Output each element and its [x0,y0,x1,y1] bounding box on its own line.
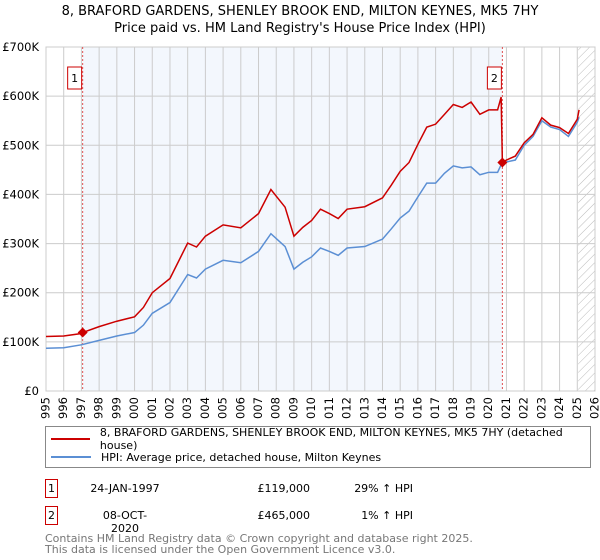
footer-copyright: Contains HM Land Registry data © Crown c… [45,532,473,545]
x-tick-label: 2017 [428,397,442,420]
sale-marker-label: 1 [71,72,78,85]
sale-marker-badge [486,66,502,90]
transaction-badge: 2 [45,506,58,525]
x-tick-label: 2003 [180,397,194,420]
transaction-date: 08-OCT-2020 [102,509,148,535]
x-tick-label: 1999 [109,397,123,420]
sale-point [77,327,88,338]
property-price-line [45,96,580,338]
footer-licence: This data is licensed under the Open Gov… [45,543,396,556]
x-tick-label: 2019 [464,397,478,420]
x-tick-label: 2016 [410,397,424,420]
x-tick-label: 2022 [517,397,531,420]
price-chart: 1995 1996 1997 1998 1999 2000 2001 2002 2003 2004… [2,40,600,420]
y-tick-label: £500K [2,138,39,152]
y-tick-label: £300K [2,237,39,251]
chart-subtitle: Price paid vs. HM Land Registry's House … [114,21,486,36]
x-tick-label: 2026 [588,397,600,420]
x-tick-label: 1996 [56,397,70,420]
x-tick-label: 2014 [375,397,389,420]
transaction-date: 24-JAN-1997 [90,482,160,495]
legend-swatch-hpi [51,456,91,458]
sale-point [497,157,508,168]
x-tick-label: 2018 [446,397,460,420]
sale-marker-label: 2 [491,72,498,85]
y-tick-label: £700K [2,40,39,54]
x-tick-label: 2002 [162,397,176,420]
hatched-future-region [578,47,595,391]
x-tick-label: 2006 [233,397,247,420]
x-tick-label: 2023 [534,397,548,420]
transaction-badge: 1 [45,479,58,498]
y-tick-label: £400K [2,187,39,201]
transaction-price: £119,000 [257,482,311,495]
y-tick-label: £200K [2,286,39,300]
chart-title: 8, BRAFORD GARDENS, SHENLEY BROOK END, M… [61,4,539,19]
y-tick-label: £600K [2,89,39,103]
x-tick-label: 2020 [481,397,495,420]
sale-marker-badge [67,66,83,90]
x-tick-label: 2001 [145,397,159,420]
legend: 8, BRAFORD GARDENS, SHENLEY BROOK END, M… [45,426,591,468]
x-tick-label: 2015 [393,397,407,420]
y-tick-label: £0 [24,384,39,398]
transaction-row: 2 08-OCT-2020 £465,000 1% ↑ HPI [45,506,545,535]
x-tick-label: 2004 [198,397,212,420]
x-tick-label: 1997 [74,397,88,420]
x-tick-label: 2013 [357,397,371,420]
x-tick-label: 2000 [127,397,141,420]
legend-label-hpi: HPI: Average price, detached house, Milt… [101,450,382,464]
x-tick-label: 2012 [340,397,354,420]
x-tick-label: 2025 [570,397,584,420]
x-tick-label: 2009 [286,397,300,420]
x-tick-label: 2024 [552,397,566,420]
x-tick-label: 2010 [304,397,318,420]
x-tick-label: 1995 [39,397,53,420]
x-tick-label: 2007 [251,397,265,420]
transaction-hpi: 1% ↑ HPI [361,509,413,522]
transaction-hpi: 29% ↑ HPI [354,482,413,495]
shaded-ownership-period [82,47,503,391]
x-tick-label: 2021 [499,397,513,420]
hpi-line [45,117,580,349]
footer: Contains HM Land Registry data © Crown c… [45,533,473,555]
y-tick-label: £100K [2,335,39,349]
x-tick-label: 2008 [269,397,283,420]
x-tick-label: 2011 [322,397,336,420]
x-tick-label: 1998 [92,397,106,420]
transaction-row: 1 24-JAN-1997 £119,000 29% ↑ HPI [45,479,545,499]
legend-swatch-property [51,438,90,440]
plot-frame [45,46,596,392]
x-tick-label: 2005 [216,397,230,420]
legend-label-property: 8, BRAFORD GARDENS, SHENLEY BROOK END, M… [99,426,563,452]
transaction-price: £465,000 [257,509,311,522]
